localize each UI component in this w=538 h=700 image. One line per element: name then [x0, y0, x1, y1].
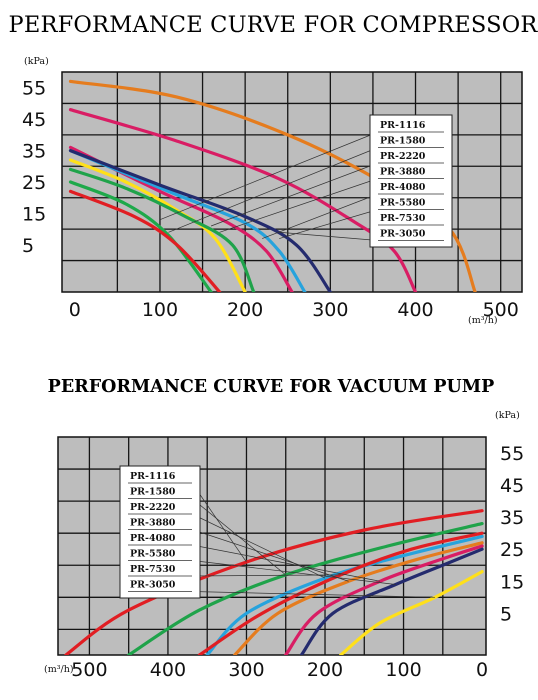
- legend-leader: [279, 231, 379, 241]
- y-tick-label: 5: [22, 235, 34, 257]
- x-tick-label: 500: [483, 299, 519, 321]
- x-tick-label: 200: [227, 299, 263, 321]
- chart1-xlabel: (m³/h): [468, 315, 498, 326]
- y-tick-label: 25: [22, 172, 46, 194]
- legend-leader: [191, 529, 349, 582]
- y-tick-label: 25: [500, 539, 524, 561]
- series-line: [68, 149, 332, 292]
- series-line: [68, 158, 247, 292]
- series-line: [127, 522, 484, 655]
- legend-leader: [191, 482, 247, 563]
- series-line: [68, 167, 256, 292]
- legend-label: PR-3050: [130, 580, 176, 591]
- legend-label: PR-4080: [380, 182, 426, 193]
- legend-leader: [168, 147, 379, 233]
- legend-label: PR-2220: [130, 502, 176, 513]
- y-tick-label: 15: [500, 571, 524, 593]
- y-tick-label: 45: [500, 475, 524, 497]
- legend-label: PR-3880: [380, 167, 426, 178]
- series-line: [205, 534, 484, 655]
- y-tick-label: 45: [22, 109, 46, 131]
- legend-label: PR-3050: [380, 229, 426, 240]
- series-line: [64, 509, 484, 655]
- chart1-title: PERFORMANCE CURVE FOR COMPRESSOR: [9, 12, 538, 38]
- x-tick-label: 300: [228, 659, 264, 681]
- vacuum-pump-chart: PR-1116 PR-1580 PR-2220 PR-3880 PR-4080 PR-55…: [57, 436, 524, 681]
- x-tick-label: 300: [312, 299, 348, 321]
- legend-leader: [191, 591, 435, 598]
- legend-label: PR-7530: [380, 213, 426, 224]
- legend-label: PR-5580: [380, 198, 426, 209]
- chart2-ylabel: (kPa): [495, 410, 520, 421]
- x-tick-label: 200: [307, 659, 343, 681]
- series-line: [68, 180, 213, 292]
- legend-label: PR-1116: [130, 471, 176, 482]
- legend-leader: [191, 513, 326, 579]
- legend-leader: [191, 574, 341, 577]
- legend-label: PR-1580: [380, 136, 426, 147]
- y-tick-label: 55: [22, 78, 46, 100]
- x-tick-label: 0: [476, 659, 488, 681]
- legend-label: PR-1116: [380, 120, 426, 131]
- y-tick-label: 55: [500, 443, 524, 465]
- compressor-chart: PR-1116 PR-1580 PR-2220 PR-3880 PR-4080 PR-55…: [22, 71, 523, 321]
- legend: PR-1116 PR-1580 PR-2220 PR-3880 PR-4080 PR-55…: [119, 465, 201, 599]
- legend-leader: [191, 544, 381, 582]
- legend-label: PR-1580: [130, 487, 176, 498]
- chart2-xlabel: (m³/h): [44, 664, 74, 675]
- series-line: [284, 544, 484, 655]
- legend-label: PR-5580: [130, 549, 176, 560]
- legend-label: PR-3880: [130, 518, 176, 529]
- x-tick-label: 400: [397, 299, 433, 321]
- legend-label: PR-2220: [380, 151, 426, 162]
- legend-leader: [210, 162, 379, 227]
- x-tick-label: 100: [385, 659, 421, 681]
- x-tick-label: 0: [69, 299, 81, 321]
- x-tick-label: 500: [71, 659, 107, 681]
- legend-leader: [262, 193, 379, 239]
- series-line: [339, 570, 484, 655]
- chart2-title: PERFORMANCE CURVE FOR VACUUM PUMP: [48, 377, 495, 397]
- series-line: [68, 108, 418, 292]
- x-tick-label: 100: [142, 299, 178, 321]
- y-tick-label: 15: [22, 203, 46, 225]
- y-tick-label: 35: [500, 507, 524, 529]
- y-tick-label: 5: [500, 603, 512, 625]
- legend-leader: [159, 131, 379, 221]
- legend-leader: [191, 560, 396, 585]
- legend-label: PR-4080: [130, 533, 176, 544]
- series-line: [68, 189, 222, 292]
- legend: PR-1116 PR-1580 PR-2220 PR-3880 PR-4080 PR-55…: [369, 114, 453, 248]
- y-tick-label: 35: [22, 141, 46, 163]
- series-line: [233, 541, 484, 655]
- chart1-ylabel: (kPa): [24, 56, 49, 67]
- x-tick-label: 400: [150, 659, 186, 681]
- legend-leader: [219, 178, 379, 233]
- legend-label: PR-7530: [130, 564, 176, 575]
